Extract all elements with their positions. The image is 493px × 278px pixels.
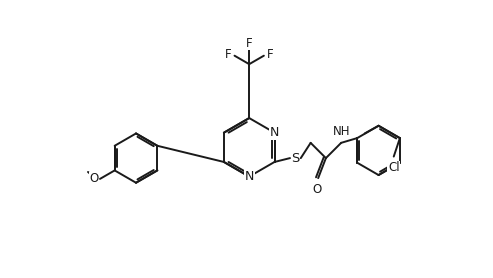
Text: F: F — [246, 37, 252, 50]
Text: F: F — [267, 48, 274, 61]
Text: Cl: Cl — [388, 161, 399, 174]
Text: N: N — [245, 170, 254, 183]
Text: O: O — [89, 172, 99, 185]
Text: O: O — [312, 183, 321, 196]
Text: F: F — [225, 48, 231, 61]
Text: N: N — [270, 126, 279, 139]
Text: S: S — [291, 152, 300, 165]
Text: NH: NH — [332, 125, 350, 138]
